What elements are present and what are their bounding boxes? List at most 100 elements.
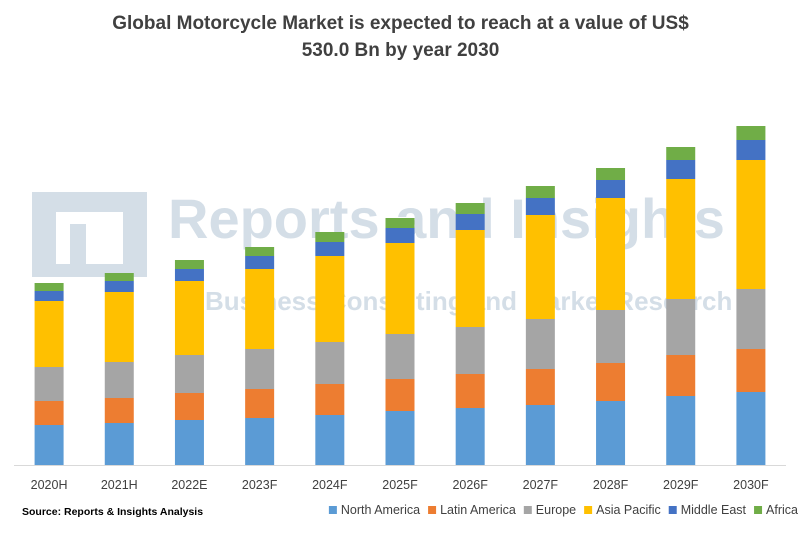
bar-segment-2025f-middle-east <box>385 228 415 243</box>
bar-segment-2029f-north-america <box>666 396 696 465</box>
legend-label: Asia Pacific <box>596 503 661 517</box>
bar-segment-2024f-north-america <box>315 415 345 465</box>
bar-segment-2022e-asia-pacific <box>174 281 204 355</box>
bar-segment-2025f-north-america <box>385 411 415 465</box>
bar-segment-2024f-asia-pacific <box>315 256 345 342</box>
bar-segment-2029f-asia-pacific <box>666 179 696 299</box>
bar-segment-2028f-latin-america <box>596 363 626 401</box>
bar-segment-2026f-north-america <box>455 408 485 465</box>
legend-swatch <box>668 506 677 514</box>
chart-title: Global Motorcycle Market is expected to … <box>0 10 801 64</box>
bar-segment-2022e-middle-east <box>174 269 204 281</box>
bar-segment-2023f-asia-pacific <box>245 269 275 349</box>
watermark-logo-bar <box>70 224 86 264</box>
bar-segment-2023f-africa <box>245 247 275 256</box>
bars-layer <box>34 126 766 465</box>
bar-segment-2025f-latin-america <box>385 379 415 411</box>
x-tick-label: 2021H <box>101 478 138 492</box>
chart-title-line-2: 530.0 Bn by year 2030 <box>301 40 500 61</box>
legend: North America Latin America Europe Asia Pac… <box>328 503 798 517</box>
chart-title-line-1: Global Motorcycle Market is expected to … <box>112 13 689 34</box>
bar-segment-2027f-latin-america <box>525 369 555 405</box>
bar-segment-2021h-asia-pacific <box>104 292 134 362</box>
bar-segment-2020h-europe <box>34 367 64 401</box>
legend-item-europe: Europe <box>523 503 576 517</box>
bar-segment-2023f-europe <box>245 349 275 389</box>
x-tick-label: 2029F <box>663 478 699 492</box>
bar-segment-2024f-latin-america <box>315 384 345 415</box>
bar-segment-2026f-middle-east <box>455 214 485 230</box>
bar-segment-2030f-africa <box>736 126 766 140</box>
bar-segment-2022e-latin-america <box>174 393 204 420</box>
legend-label: Europe <box>536 503 576 517</box>
watermark-logo-inner <box>56 212 123 264</box>
bar-segment-2020h-latin-america <box>34 401 64 425</box>
bar-segment-2023f-north-america <box>245 418 275 465</box>
bar-segment-2029f-latin-america <box>666 355 696 396</box>
bar-segment-2021h-middle-east <box>104 281 134 292</box>
bar-segment-2020h-middle-east <box>34 291 64 301</box>
legend-swatch <box>523 506 532 514</box>
bar-segment-2026f-asia-pacific <box>455 230 485 327</box>
bar-segment-2030f-europe <box>736 289 766 349</box>
bar-segment-2025f-europe <box>385 334 415 379</box>
x-tick-label: 2020H <box>31 478 68 492</box>
legend-label: Africa <box>766 503 798 517</box>
legend-label: Middle East <box>681 503 747 517</box>
x-tick-label: 2025F <box>382 478 418 492</box>
bar-segment-2026f-europe <box>455 327 485 374</box>
legend-item-north-america: North America <box>328 503 420 517</box>
bar-segment-2027f-north-america <box>525 405 555 465</box>
x-tick-label: 2027F <box>523 478 559 492</box>
bar-segment-2028f-europe <box>596 310 626 363</box>
legend-item-latin-america: Latin America <box>428 503 516 517</box>
bar-segment-2020h-africa <box>34 283 64 291</box>
bar-segment-2021h-europe <box>104 362 134 398</box>
bar-segment-2028f-africa <box>596 168 626 180</box>
bar-segment-2030f-latin-america <box>736 349 766 392</box>
legend-label: Latin America <box>440 503 516 517</box>
bar-segment-2027f-europe <box>525 319 555 369</box>
x-tick-label: 2023F <box>242 478 278 492</box>
bar-segment-2029f-europe <box>666 299 696 355</box>
legend-item-africa: Africa <box>754 503 798 517</box>
x-axis-tick-labels: 2020H 2021H 2022E 2023F 2024F 2025F 2026F 2027F… <box>31 478 769 492</box>
legend-swatch <box>584 506 593 514</box>
bar-segment-2027f-asia-pacific <box>525 215 555 319</box>
bar-segment-2022e-north-america <box>174 420 204 465</box>
bar-segment-2022e-europe <box>174 355 204 393</box>
bar-segment-2021h-latin-america <box>104 398 134 423</box>
legend-label: North America <box>341 503 420 517</box>
legend-item-asia-pacific: Asia Pacific <box>584 503 661 517</box>
bar-segment-2028f-asia-pacific <box>596 198 626 310</box>
bar-segment-2024f-africa <box>315 232 345 242</box>
bar-segment-2029f-middle-east <box>666 160 696 179</box>
bar-segment-2029f-africa <box>666 147 696 160</box>
bar-segment-2023f-middle-east <box>245 256 275 269</box>
bar-segment-2030f-asia-pacific <box>736 160 766 289</box>
legend-item-middle-east: Middle East <box>668 503 747 517</box>
bar-segment-2021h-africa <box>104 273 134 281</box>
bar-segment-2028f-north-america <box>596 401 626 465</box>
bar-segment-2030f-middle-east <box>736 140 766 160</box>
bar-segment-2026f-latin-america <box>455 374 485 408</box>
x-tick-label: 2024F <box>312 478 348 492</box>
bar-segment-2024f-middle-east <box>315 242 345 256</box>
x-tick-label: 2030F <box>733 478 769 492</box>
bar-segment-2024f-europe <box>315 342 345 384</box>
x-tick-label: 2022E <box>171 478 207 492</box>
bar-segment-2025f-africa <box>385 218 415 228</box>
bar-segment-2020h-north-america <box>34 425 64 465</box>
bar-segment-2022e-africa <box>174 260 204 269</box>
bar-segment-2025f-asia-pacific <box>385 243 415 334</box>
watermark: Reports and Insights Business Consulting… <box>32 187 732 316</box>
legend-swatch <box>754 506 763 514</box>
source-note: Source: Reports & Insights Analysis <box>22 506 204 518</box>
bar-segment-2023f-latin-america <box>245 389 275 418</box>
bar-segment-2026f-africa <box>455 203 485 214</box>
bar-segment-2020h-asia-pacific <box>34 301 64 367</box>
bar-segment-2027f-middle-east <box>525 198 555 215</box>
bar-segment-2027f-africa <box>525 186 555 198</box>
bar-segment-2030f-north-america <box>736 392 766 465</box>
